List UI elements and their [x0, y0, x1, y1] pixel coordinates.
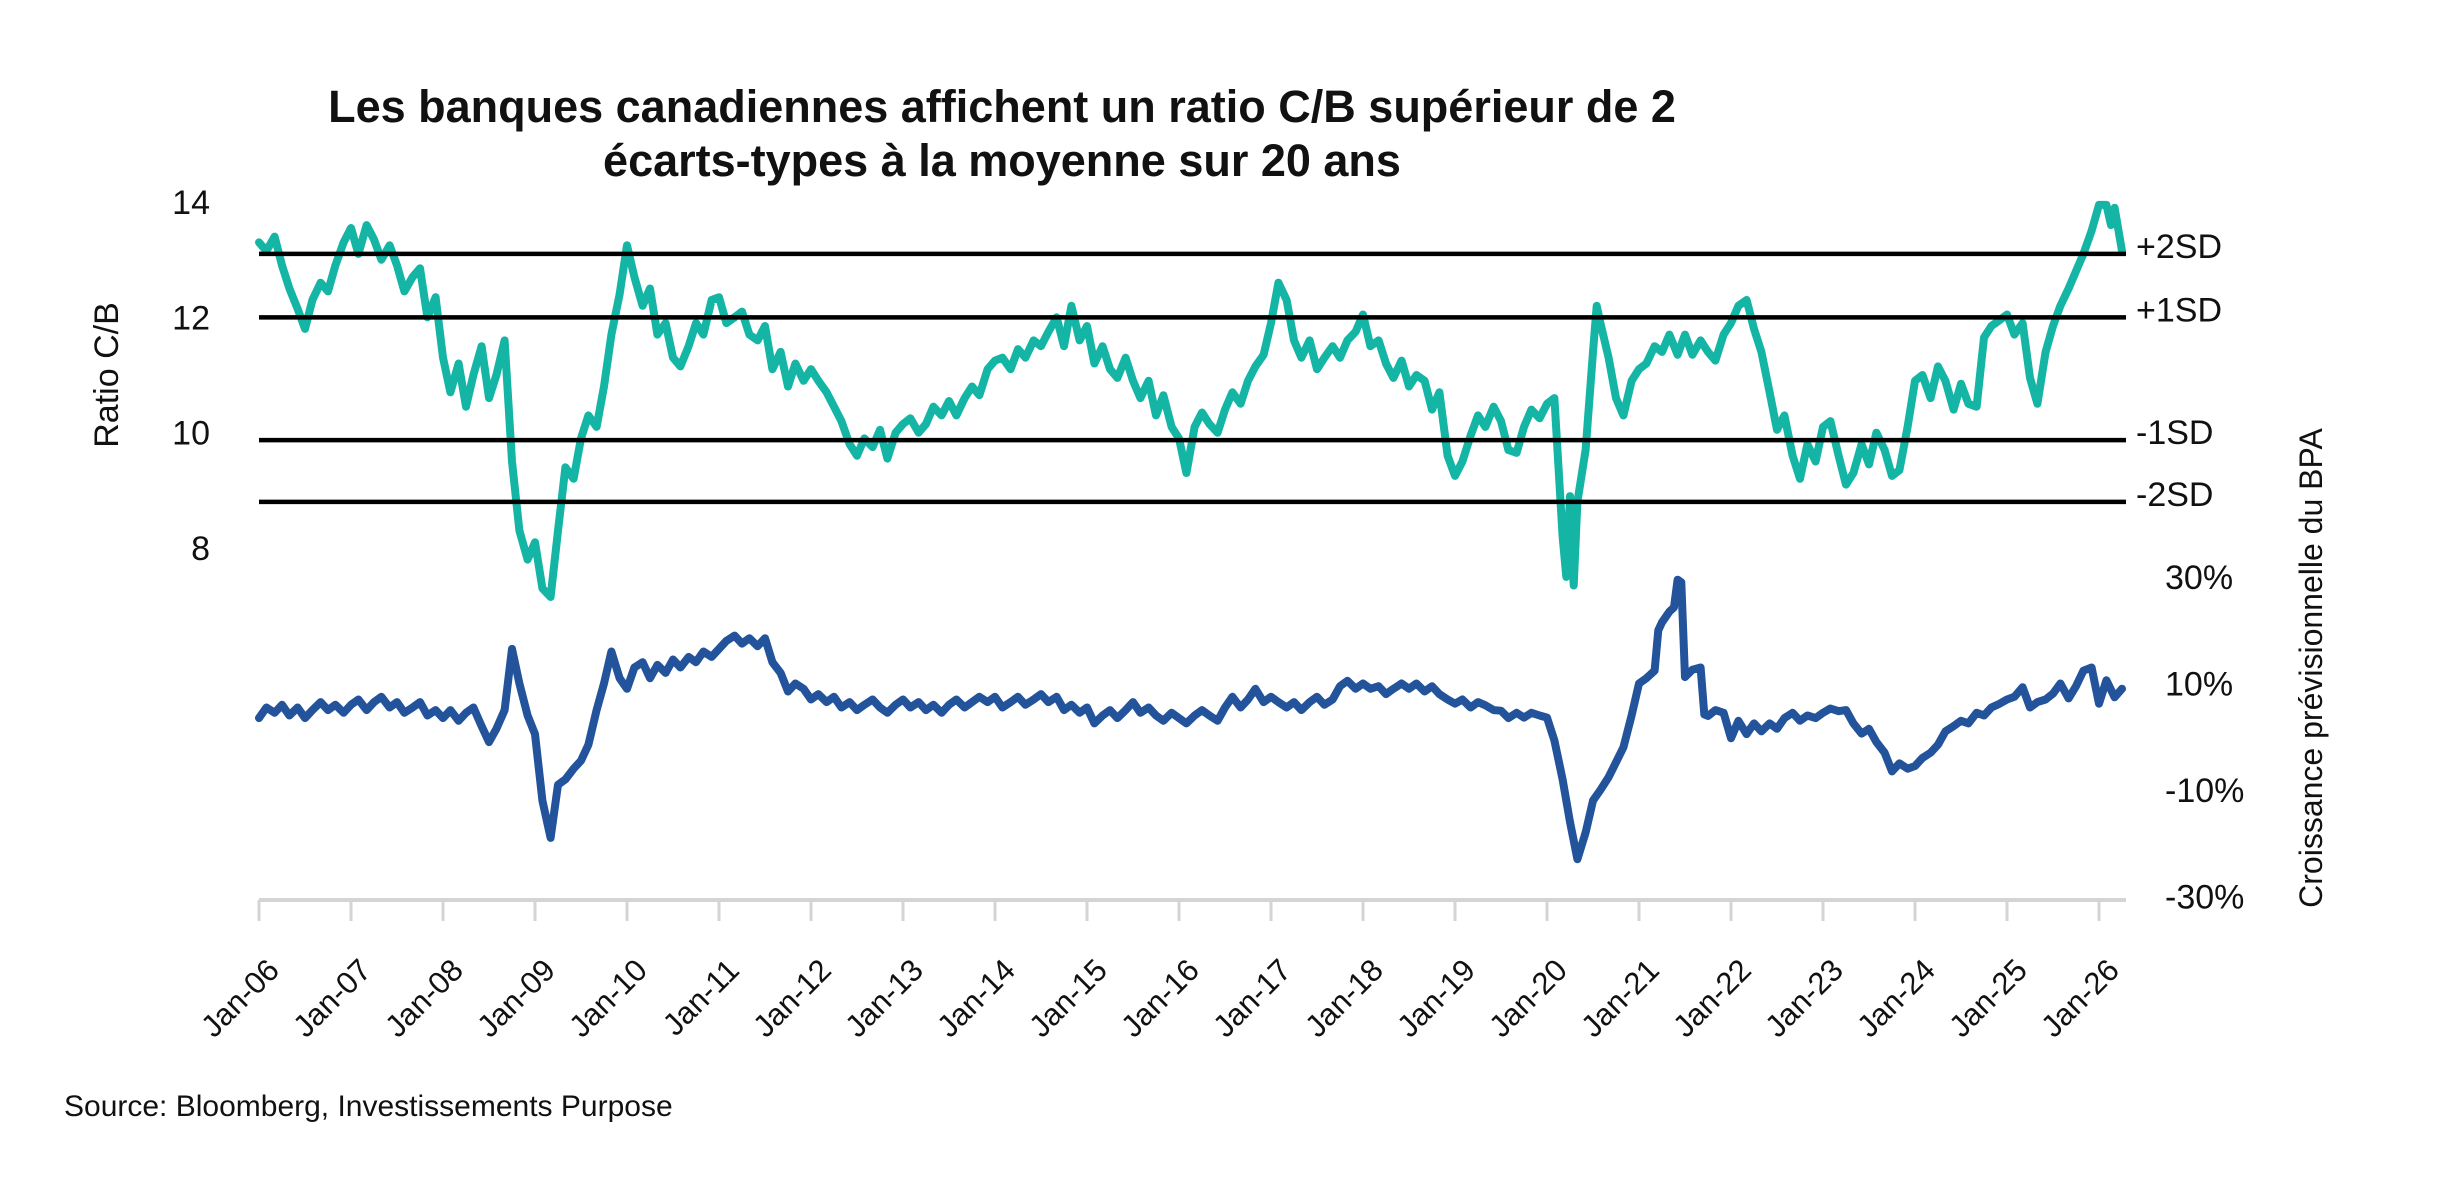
left-tick-label: 14	[172, 184, 210, 222]
sd-label-+2SD: +2SD	[2136, 228, 2222, 266]
x-tick-label: Jan-24	[1850, 952, 1942, 1044]
chart-title-line2: écarts-types à la moyenne sur 20 ans	[603, 135, 1401, 186]
eps-growth-line	[255, 575, 2126, 864]
x-tick-label: Jan-07	[286, 952, 378, 1044]
series-layer	[255, 200, 2126, 864]
x-tick-label: Jan-22	[1666, 952, 1758, 1044]
right-tick-label: -10%	[2165, 772, 2244, 810]
sd-label-+1SD: +1SD	[2136, 291, 2222, 329]
x-tick-label: Jan-14	[930, 952, 1022, 1044]
x-tick-label: Jan-15	[1022, 952, 1114, 1044]
right-tick-label: 30%	[2165, 559, 2233, 597]
right-tick-label: -30%	[2165, 879, 2244, 917]
x-tick-label: Jan-26	[2034, 952, 2126, 1044]
pe-ratio-line	[255, 200, 2126, 601]
x-tick-label: Jan-23	[1758, 952, 1850, 1044]
tick-labels-layer: Jan-06 Jan-07 Jan-08 Jan-09 Jan-10 Jan-11 Jan-…	[172, 184, 2244, 1044]
left-axis-title: Ratio C/B	[88, 302, 126, 448]
left-tick-label: 10	[172, 415, 210, 453]
x-tick-label: Jan-20	[1482, 952, 1574, 1044]
x-tick-label: Jan-10	[562, 952, 654, 1044]
sd-bands-layer	[259, 251, 2126, 505]
right-tick-label: 10%	[2165, 666, 2233, 704]
axes-layer	[257, 898, 2126, 921]
source-note: Source: Bloomberg, Investissements Purpo…	[64, 1090, 673, 1123]
x-tick-label: Jan-16	[1114, 952, 1206, 1044]
x-tick-label: Jan-25	[1942, 952, 2034, 1044]
x-tick-label: Jan-06	[194, 952, 286, 1044]
x-tick-label: Jan-11	[656, 952, 746, 1042]
x-tick-label: Jan-09	[470, 952, 562, 1044]
chart-title-line1: Les banques canadiennes affichent un rat…	[328, 81, 1676, 132]
x-tick-label: Jan-08	[378, 952, 470, 1044]
x-tick-label: Jan-21	[1574, 952, 1666, 1044]
x-tick-label: Jan-17	[1206, 952, 1298, 1044]
sd-label--2SD: -2SD	[2136, 476, 2213, 514]
left-tick-label: 8	[191, 530, 210, 568]
x-tick-label: Jan-12	[746, 952, 838, 1044]
x-tick-label: Jan-19	[1390, 952, 1482, 1044]
x-tick-label: Jan-18	[1298, 952, 1390, 1044]
x-tick-label: Jan-13	[838, 952, 930, 1044]
right-axis-title: Croissance prévisionnelle du BPA	[2293, 428, 2329, 908]
sd-label--1SD: -1SD	[2136, 414, 2213, 452]
left-tick-label: 12	[172, 299, 210, 337]
